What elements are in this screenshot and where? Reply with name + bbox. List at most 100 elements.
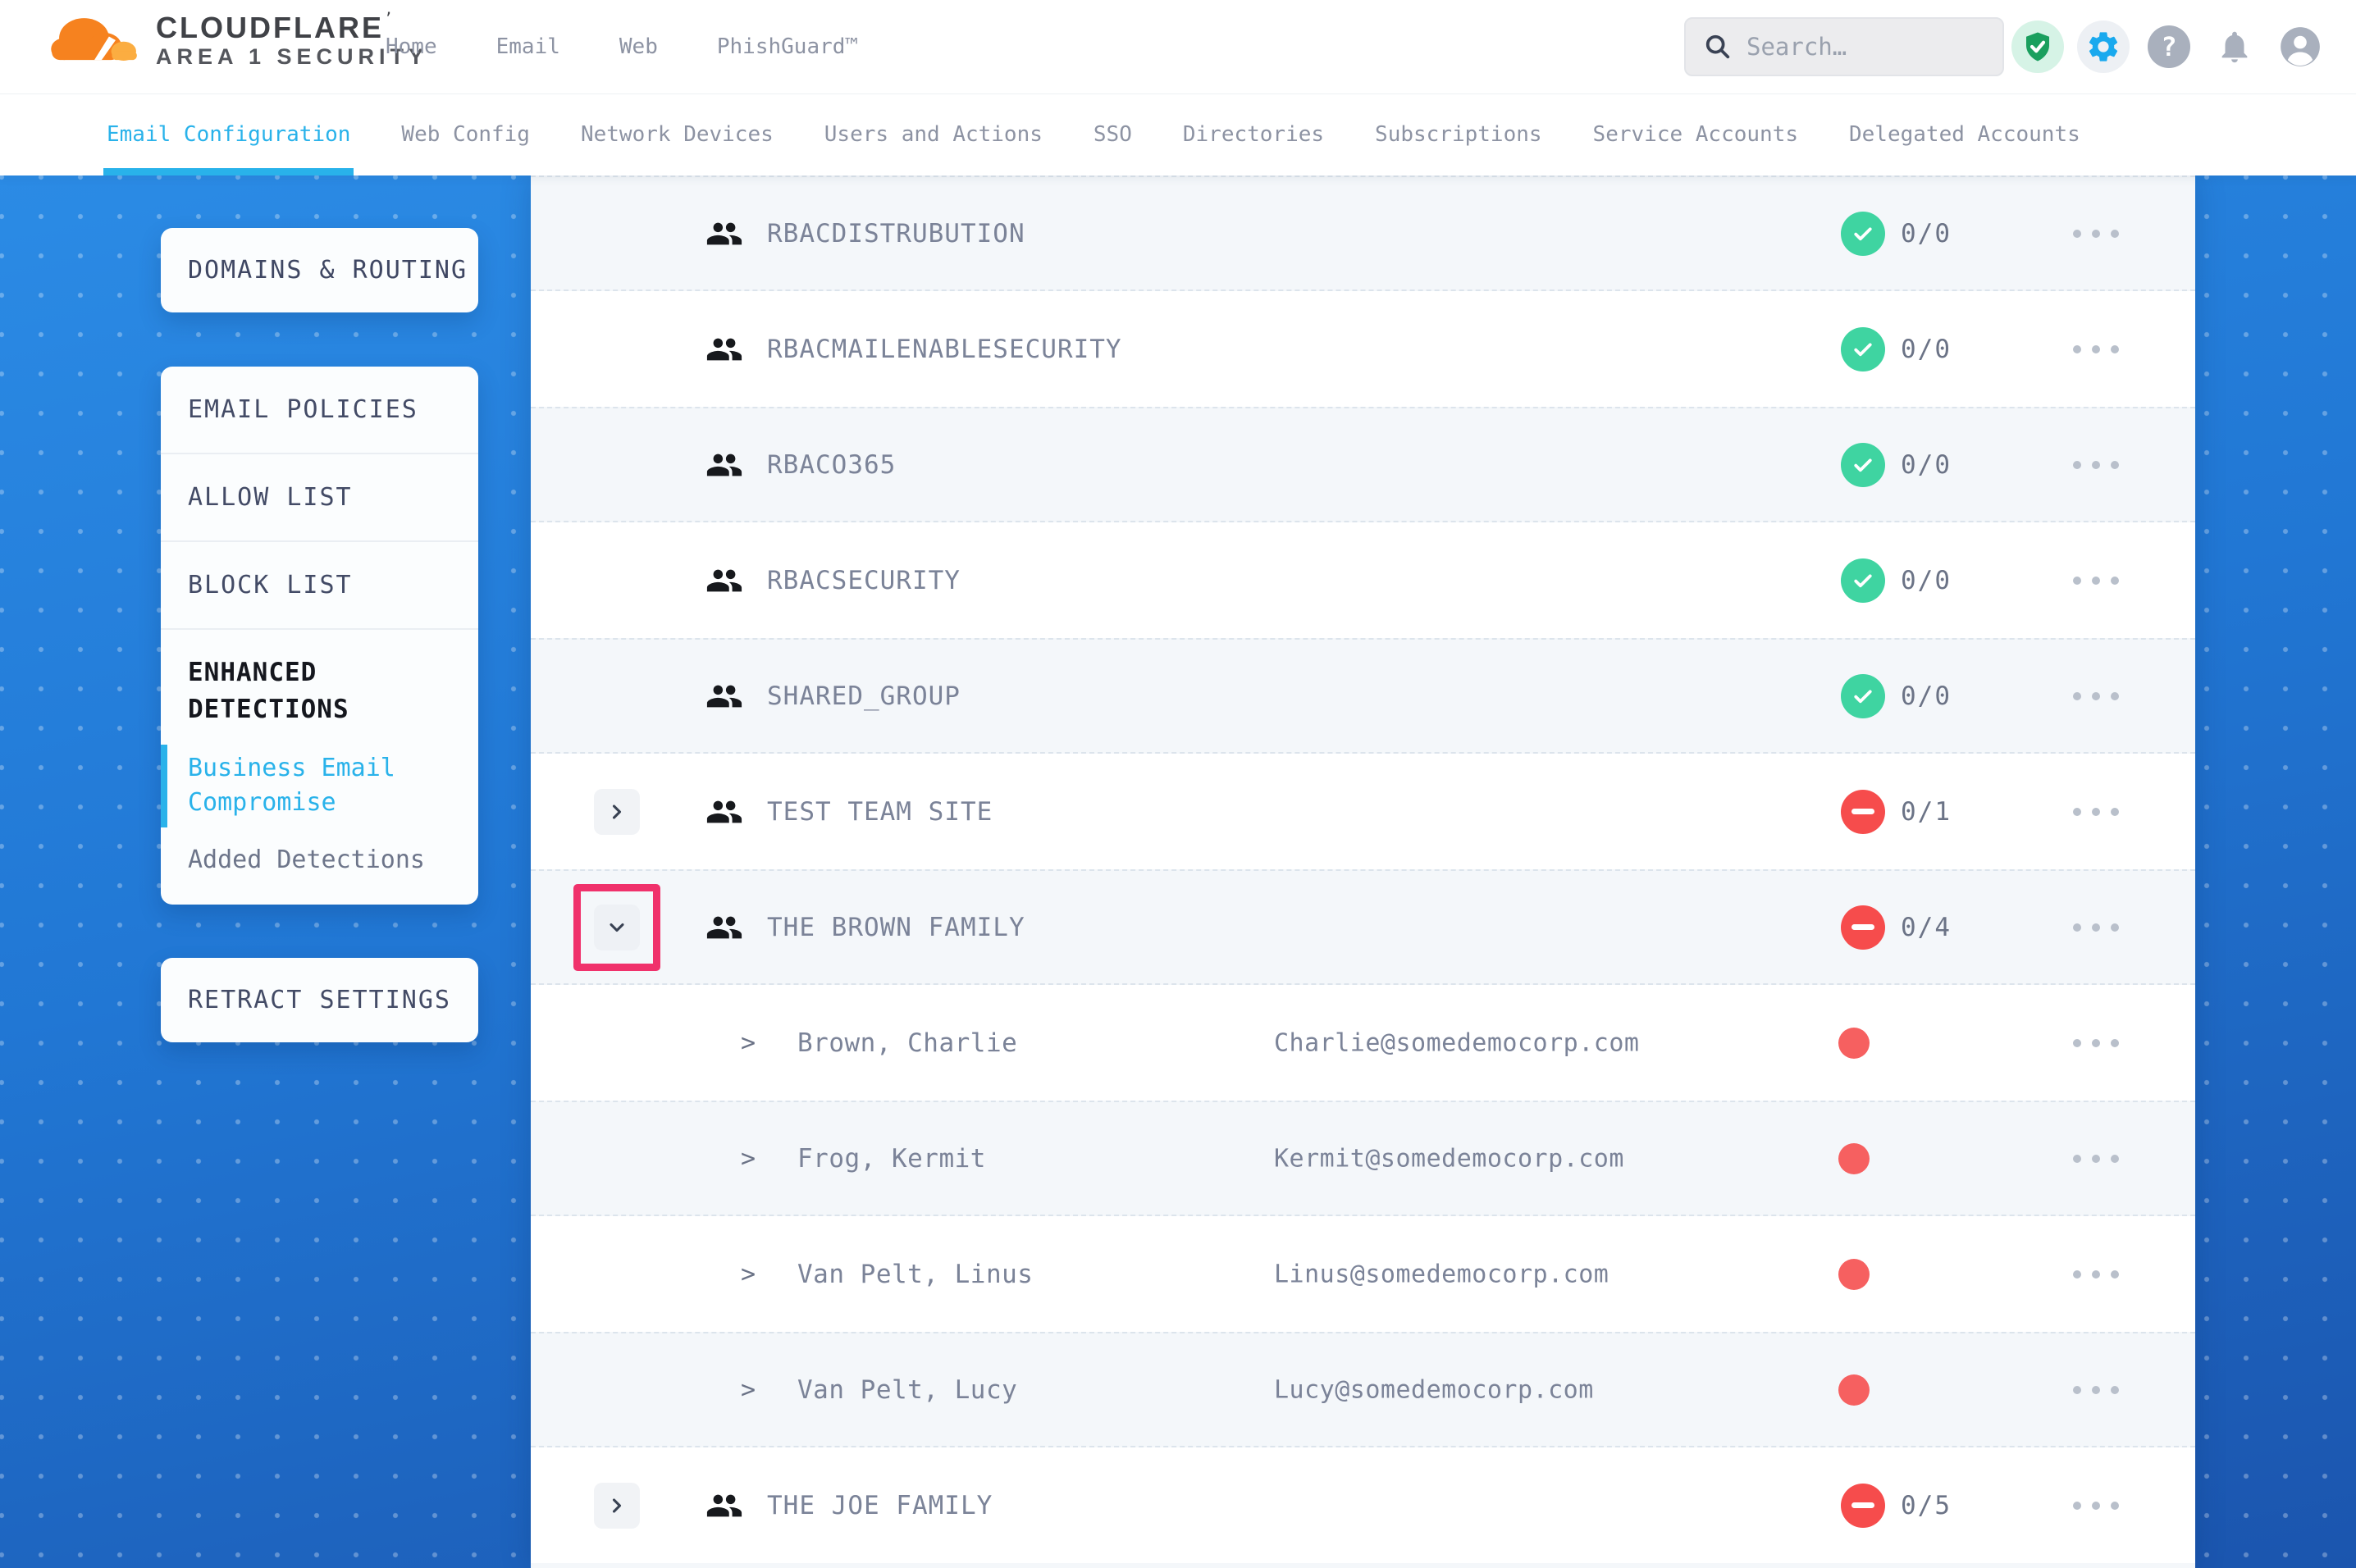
sidebar-item-added-detections[interactable]: Added Detections <box>188 846 451 874</box>
row-actions-button[interactable] <box>2063 1376 2129 1404</box>
group-name: SHARED_GROUP <box>767 681 961 711</box>
header-icons: ? <box>2011 21 2326 73</box>
row-actions-button[interactable] <box>2063 451 2129 479</box>
member-count: 0/4 <box>1901 912 1952 942</box>
row-actions-button[interactable] <box>2063 1029 2129 1057</box>
row-actions-button[interactable] <box>2063 567 2129 595</box>
logo-trademark: ’ <box>383 9 393 27</box>
group-name: THE BROWN FAMILY <box>767 912 1025 942</box>
security-shield-icon[interactable] <box>2011 21 2064 73</box>
active-indicator-bar <box>161 744 167 828</box>
table-row[interactable]: THE JOE FAMILY 0/5 <box>531 1447 2195 1563</box>
sidebar-item-label: Business Email Compromise <box>188 753 395 818</box>
member-count: 0/5 <box>1901 1490 1952 1520</box>
sidebar-item-email-policies[interactable]: EMAIL POLICIES <box>161 367 478 454</box>
status-ok-badge <box>1841 673 1885 718</box>
nav-web[interactable]: Web <box>619 34 658 59</box>
primary-nav: Home Email Web PhishGuard™ <box>386 0 858 93</box>
member-count: 0/1 <box>1901 796 1952 827</box>
sidebar-item-allow-list[interactable]: ALLOW LIST <box>161 454 478 542</box>
sidebar-card-email-policies: EMAIL POLICIES ALLOW LIST BLOCK LIST ENH… <box>161 367 478 905</box>
table-row[interactable]: RBACMAILENABLESECURITY 0/0 <box>531 291 2195 407</box>
table-row[interactable]: > Van Pelt, Lucy Lucy@somedemocorp.com <box>531 1332 2195 1447</box>
table-row[interactable]: > Brown, Charlie Charlie@somedemocorp.com <box>531 985 2195 1101</box>
status-ok-badge <box>1841 326 1885 371</box>
member-name: Frog, Kermit <box>797 1143 986 1174</box>
help-icon[interactable]: ? <box>2143 21 2195 73</box>
sidebar-item-block-list[interactable]: BLOCK LIST <box>161 542 478 630</box>
table-row[interactable]: RBACO365 0/0 <box>531 407 2195 522</box>
notifications-bell-icon[interactable] <box>2208 21 2261 73</box>
table-row[interactable]: TEST TEAM SITE 0/1 <box>531 754 2195 869</box>
member-email: Lucy@somedemocorp.com <box>1274 1375 1594 1404</box>
group-name: RBACDISTRUBUTION <box>767 218 1025 248</box>
sidebar-item-label: Added Detections <box>188 846 425 875</box>
group-icon <box>705 677 743 715</box>
status-ok-badge <box>1841 558 1885 603</box>
row-actions-button[interactable] <box>2063 1145 2129 1173</box>
status-blocked-badge <box>1841 1483 1885 1528</box>
row-actions-button[interactable] <box>2063 1492 2129 1520</box>
status-dot <box>1838 1027 1870 1059</box>
table-row[interactable]: RBACDISTRUBUTION 0/0 <box>531 175 2195 291</box>
search-icon <box>1704 33 1732 61</box>
group-icon <box>705 909 743 946</box>
cloudflare-cloud-icon <box>46 10 143 71</box>
tab-subscriptions[interactable]: Subscriptions <box>1375 122 1542 147</box>
secondary-nav: Email Configuration Web Config Network D… <box>0 93 2356 175</box>
group-icon <box>705 793 743 831</box>
nav-phishguard[interactable]: PhishGuard™ <box>716 34 859 59</box>
row-actions-button[interactable] <box>2063 682 2129 710</box>
row-actions-button[interactable] <box>2063 220 2129 248</box>
chevron-right-icon[interactable]: > <box>741 1028 756 1057</box>
tab-delegated-accounts[interactable]: Delegated Accounts <box>1849 122 2080 147</box>
table-row[interactable]: SHARED_GROUP 0/0 <box>531 638 2195 754</box>
group-icon <box>705 562 743 599</box>
table-row[interactable]: RBACSECURITY 0/0 <box>531 522 2195 638</box>
tab-email-configuration[interactable]: Email Configuration <box>103 93 354 175</box>
group-icon <box>705 446 743 484</box>
account-avatar-icon[interactable] <box>2274 21 2326 73</box>
status-dot <box>1838 1258 1870 1290</box>
status-ok-badge <box>1841 211 1885 256</box>
nav-email[interactable]: Email <box>495 34 560 59</box>
tab-users-and-actions[interactable]: Users and Actions <box>824 122 1043 147</box>
sidebar-card-domains-routing[interactable]: DOMAINS & ROUTING <box>161 228 478 312</box>
row-actions-button[interactable] <box>2063 798 2129 826</box>
search-input[interactable] <box>1746 33 2049 61</box>
expand-group-button[interactable] <box>594 1482 640 1529</box>
collapse-group-button[interactable] <box>594 904 640 950</box>
sidebar-card-retract-settings[interactable]: RETRACT SETTINGS <box>161 958 478 1042</box>
sidebar-item-domains-routing: DOMAINS & ROUTING <box>188 256 468 285</box>
member-name: Brown, Charlie <box>797 1028 1018 1058</box>
member-name: Van Pelt, Lucy <box>797 1374 1018 1405</box>
chevron-right-icon[interactable]: > <box>741 1375 756 1404</box>
table-row[interactable]: > Van Pelt, Linus Linus@somedemocorp.com <box>531 1216 2195 1332</box>
logo-wordmark: CLOUDFLARE <box>156 10 384 44</box>
group-icon <box>705 215 743 253</box>
settings-gear-icon[interactable] <box>2077 21 2130 73</box>
row-actions-button[interactable] <box>2063 914 2129 941</box>
member-count: 0/0 <box>1901 334 1952 364</box>
group-icon <box>705 1487 743 1525</box>
sidebar-item-label: ALLOW LIST <box>188 483 353 512</box>
chevron-right-icon[interactable]: > <box>741 1260 756 1288</box>
tab-directories[interactable]: Directories <box>1182 122 1325 147</box>
group-icon <box>705 330 743 368</box>
sidebar-item-business-email-compromise[interactable]: Business Email Compromise <box>161 744 451 828</box>
chevron-right-icon[interactable]: > <box>741 1144 756 1173</box>
table-row[interactable]: THE BROWN FAMILY 0/4 <box>531 869 2195 985</box>
search-box[interactable] <box>1684 17 2049 76</box>
tab-service-accounts[interactable]: Service Accounts <box>1592 122 1798 147</box>
tab-web-config[interactable]: Web Config <box>401 122 530 147</box>
tab-sso[interactable]: SSO <box>1093 122 1132 147</box>
member-count: 0/0 <box>1901 565 1952 595</box>
table-row[interactable]: > Frog, Kermit Kermit@somedemocorp.com <box>531 1101 2195 1216</box>
member-name: Van Pelt, Linus <box>797 1259 1034 1289</box>
expand-group-button[interactable] <box>594 788 640 835</box>
tab-network-devices[interactable]: Network Devices <box>580 122 774 147</box>
group-name: TEST TEAM SITE <box>767 796 993 827</box>
nav-home[interactable]: Home <box>386 34 437 59</box>
row-actions-button[interactable] <box>2063 1260 2129 1288</box>
row-actions-button[interactable] <box>2063 335 2129 363</box>
